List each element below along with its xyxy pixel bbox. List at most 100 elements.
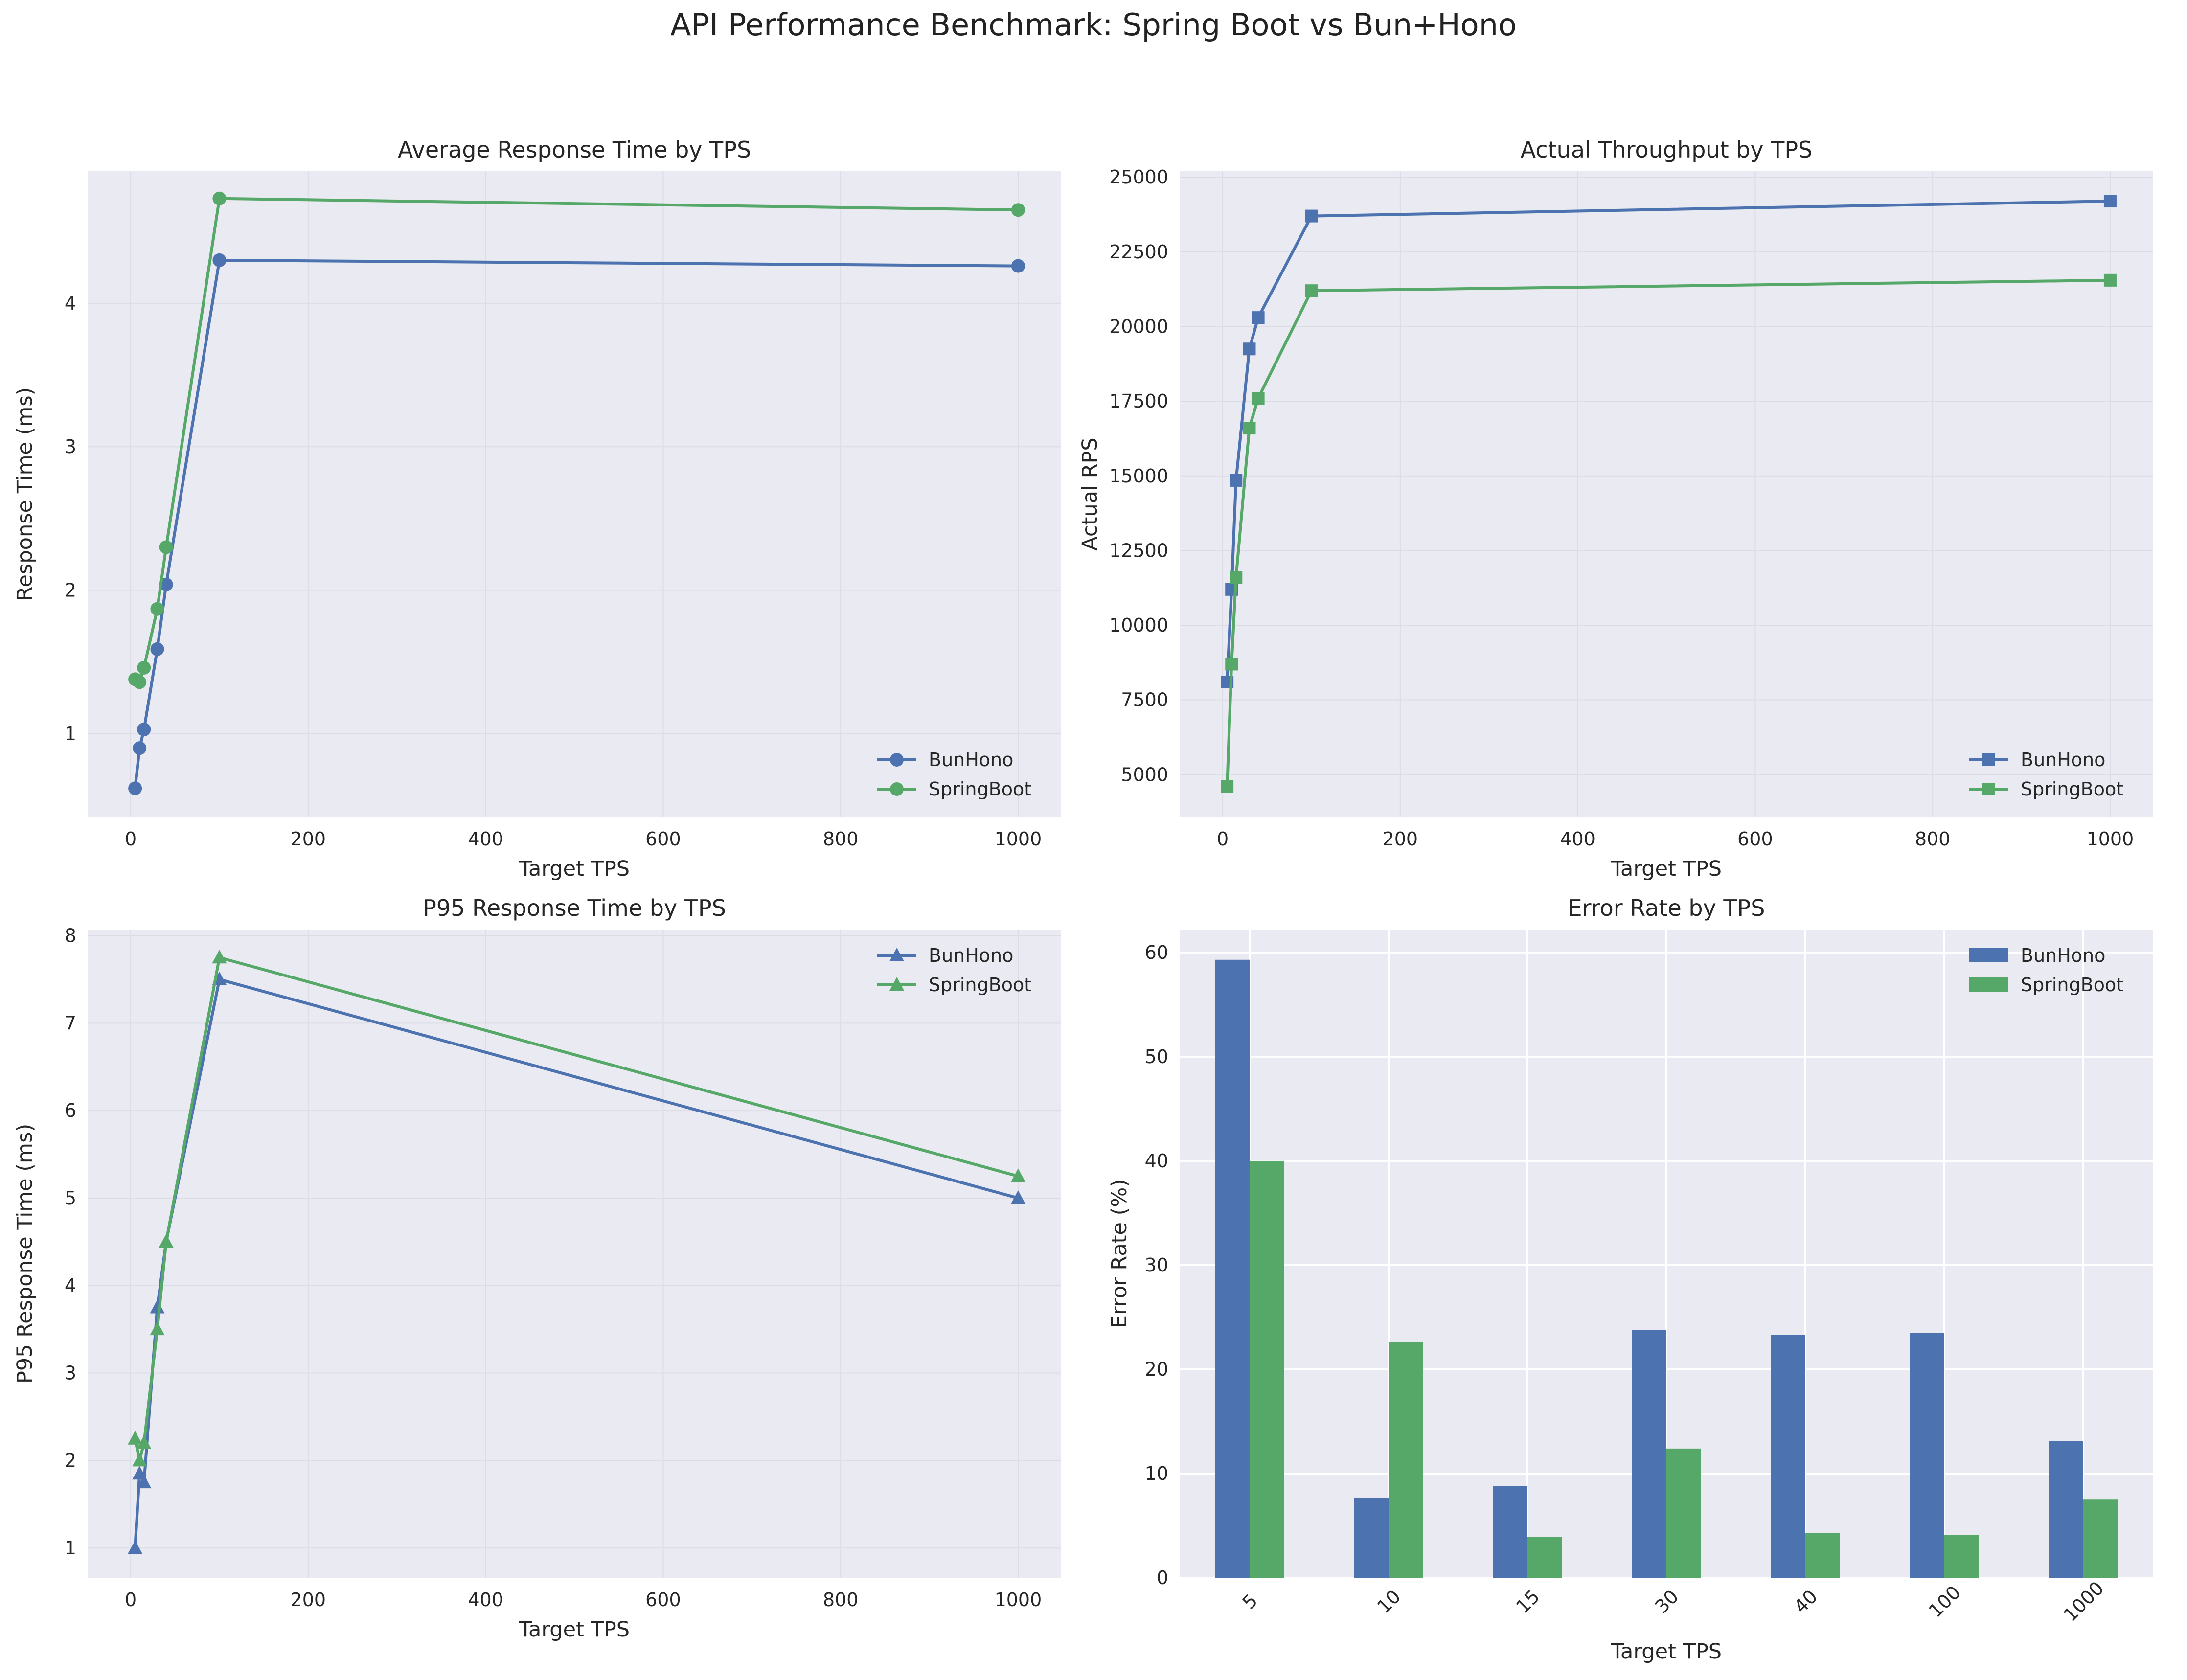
bar: [1215, 959, 1250, 1578]
x-tick-label: 600: [1737, 828, 1773, 850]
x-tick-label: 1000: [2087, 828, 2134, 850]
data-point: [159, 1234, 174, 1248]
data-point: [150, 1321, 165, 1336]
y-tick-label: 8: [65, 925, 76, 947]
y-tick-label: 12500: [1109, 540, 1168, 561]
y-tick-label: 10000: [1109, 614, 1168, 636]
data-point: [1243, 422, 1256, 435]
data-point: [1243, 342, 1256, 356]
series-SpringBoot: [1221, 273, 2117, 793]
legend-marker: [890, 753, 904, 767]
x-tick-label: 30: [1651, 1586, 1683, 1617]
chart-2: 5000750010000125001500017500200002250025…: [1078, 136, 2153, 881]
legend: BunHono SpringBoot: [877, 749, 1031, 800]
chart-title: Error Rate by TPS: [1568, 895, 1765, 921]
data-point: [212, 950, 227, 964]
x-tick-label: 10: [1373, 1586, 1405, 1617]
x-tick-label: 5: [1238, 1590, 1262, 1613]
y-tick-label: 2: [65, 580, 76, 601]
legend-marker: [890, 782, 904, 796]
legend-label: BunHono: [2021, 749, 2105, 771]
data-point: [1221, 780, 1234, 793]
bar: [1250, 1160, 1284, 1578]
y-tick-label: 3: [65, 436, 76, 457]
chart-3: 1 2 3 4 5 6 7 8 0 200 400 600 800 1000 P95 Response Ti…: [13, 895, 1061, 1642]
data-point: [1011, 259, 1025, 273]
data-point: [128, 1540, 143, 1554]
x-tick-label: 800: [1915, 828, 1951, 850]
chart-4: 0 10 20 30 40 50 60 5 10 15 30 40 100 1000 Error Rate …: [1107, 895, 2153, 1664]
figure-title: API Performance Benchmark: Spring Boot v…: [670, 7, 1517, 43]
x-tick-label: 40: [1790, 1586, 1822, 1617]
bar: [1493, 1486, 1527, 1578]
bar: [1632, 1330, 1666, 1578]
bar: [1389, 1342, 1423, 1578]
x-tick-label: 600: [645, 828, 681, 850]
chart-title: Average Response Time by TPS: [398, 136, 751, 163]
legend-marker: [889, 948, 904, 961]
y-tick-label: 22500: [1109, 241, 1168, 263]
data-point: [133, 675, 147, 689]
bar: [1771, 1335, 1805, 1578]
legend: BunHono SpringBoot: [1969, 945, 2123, 996]
data-point: [1230, 571, 1243, 584]
y-axis-label: P95 Response Time (ms): [13, 1124, 37, 1384]
y-axis-label: Response Time (ms): [13, 387, 37, 601]
data-point: [128, 781, 142, 795]
legend-marker: [1982, 783, 1995, 795]
x-tick-label: 0: [1217, 828, 1229, 850]
legend-label: BunHono: [929, 945, 1013, 966]
x-tick-label: 200: [1383, 828, 1418, 850]
legend-label: BunHono: [929, 749, 1013, 771]
data-point: [128, 1430, 143, 1445]
y-tick-label: 20: [1145, 1359, 1168, 1380]
data-point: [1252, 311, 1265, 324]
y-tick-label: 30: [1145, 1254, 1168, 1276]
legend-label: SpringBoot: [2021, 974, 2123, 996]
y-tick-label: 4: [65, 1275, 76, 1296]
y-tick-label: 2: [65, 1450, 76, 1471]
x-tick-label: 100: [1925, 1582, 1965, 1622]
legend-label: SpringBoot: [2021, 778, 2123, 800]
plot-area: [88, 171, 1061, 817]
x-tick-label: 200: [291, 828, 326, 850]
y-tick-label: 1: [65, 723, 76, 745]
data-point: [212, 253, 227, 267]
data-point: [150, 1299, 165, 1314]
legend-label: SpringBoot: [929, 778, 1031, 800]
data-point: [137, 660, 151, 675]
x-tick-label: 800: [823, 828, 859, 850]
series-SpringBoot: [128, 191, 1025, 689]
y-tick-label: 5000: [1121, 764, 1168, 785]
legend-label: BunHono: [2021, 945, 2105, 966]
x-tick-label: 1000: [995, 828, 1042, 850]
data-point: [1305, 209, 1318, 223]
data-point: [133, 741, 147, 755]
x-tick-label: 0: [125, 1589, 137, 1611]
y-tick-label: 0: [1157, 1567, 1168, 1589]
y-tick-label: 60: [1145, 942, 1168, 963]
bar: [1527, 1537, 1562, 1578]
y-tick-label: 20000: [1109, 316, 1168, 337]
data-point: [137, 1435, 152, 1449]
y-tick-label: 4: [65, 293, 76, 314]
y-tick-label: 5: [65, 1187, 76, 1209]
series-SpringBoot: [1250, 1160, 2118, 1578]
data-point: [1230, 474, 1243, 487]
y-tick-label: 6: [65, 1100, 76, 1121]
legend-swatch: [1969, 948, 2008, 962]
plot-area: [1180, 171, 2153, 817]
data-point: [137, 1475, 152, 1489]
data-point: [1225, 658, 1238, 671]
bar: [1354, 1497, 1389, 1578]
bar: [1805, 1533, 1840, 1578]
x-tick-label: 15: [1512, 1586, 1544, 1617]
y-axis-label: Error Rate (%): [1107, 1179, 1132, 1328]
bar: [1666, 1448, 1701, 1578]
data-point: [2103, 195, 2117, 208]
data-point: [1010, 1190, 1025, 1204]
data-point: [132, 1453, 147, 1467]
bar: [1910, 1333, 1944, 1578]
legend: BunHono SpringBoot: [877, 945, 1031, 996]
